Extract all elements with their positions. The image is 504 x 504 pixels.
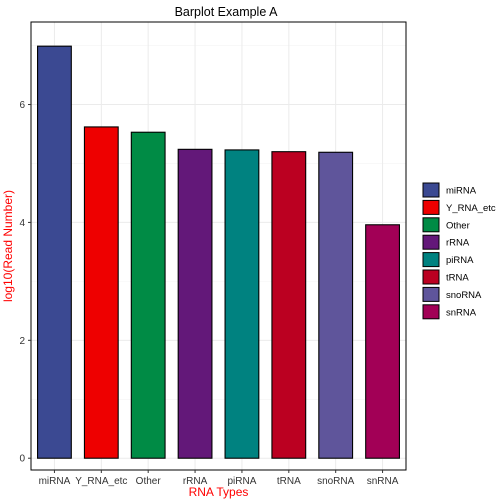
legend-label: miRNA <box>446 186 477 197</box>
x-axis-label: RNA Types <box>189 485 249 499</box>
bar-y-rna-etc <box>83 126 119 459</box>
legend-swatch <box>422 252 440 268</box>
x-tick-label: Other <box>136 476 162 487</box>
x-axis-ticks: miRNA Y_RNA_etc Other rRNA piRNA tRNA snoRNA sn… <box>39 470 399 487</box>
plot-border <box>30 21 407 471</box>
bar-rrna <box>177 148 213 459</box>
legend-label: tRNA <box>446 273 469 284</box>
bar-pirna <box>224 149 260 459</box>
x-tick-label: snoRNA <box>317 476 355 487</box>
legend-label: snRNA <box>446 307 477 318</box>
chart-title: Barplot Example A <box>175 5 278 19</box>
x-tick-label: miRNA <box>39 476 71 487</box>
legend-swatch <box>422 199 440 215</box>
y-tick-label: 4 <box>19 218 25 229</box>
bar-snrna <box>365 224 400 459</box>
y-axis-label: log10(Read Number) <box>1 190 15 302</box>
legend-label: Other <box>446 220 470 231</box>
bar-trna <box>271 151 307 459</box>
x-tick-label: Y_RNA_etc <box>75 476 127 487</box>
legend-swatch <box>422 304 440 320</box>
legend: miRNA Y_RNA_etc Other rRNA piRNA tRNA snoRNA sn… <box>422 182 496 320</box>
y-axis-ticks: 0 2 4 6 <box>19 100 31 465</box>
x-tick-label: piRNA <box>227 476 256 487</box>
bar-snorna <box>318 151 354 459</box>
legend-label: snoRNA <box>446 290 482 301</box>
legend-swatch <box>422 217 440 233</box>
bar-mirna <box>37 45 72 459</box>
legend-swatch <box>422 286 440 302</box>
legend-label: piRNA <box>446 255 474 266</box>
bars <box>37 45 400 459</box>
bar-other <box>130 131 166 459</box>
legend-swatch <box>422 182 440 198</box>
x-tick-label: snRNA <box>367 476 399 487</box>
y-tick-label: 6 <box>19 100 25 111</box>
x-tick-label: rRNA <box>183 476 208 487</box>
legend-label: Y_RNA_etc <box>446 203 496 214</box>
y-tick-label: 2 <box>19 336 25 347</box>
legend-swatch <box>422 234 440 250</box>
x-tick-label: tRNA <box>277 476 301 487</box>
legend-swatch <box>422 269 440 285</box>
y-tick-label: 0 <box>19 454 25 465</box>
legend-label: rRNA <box>446 238 470 249</box>
